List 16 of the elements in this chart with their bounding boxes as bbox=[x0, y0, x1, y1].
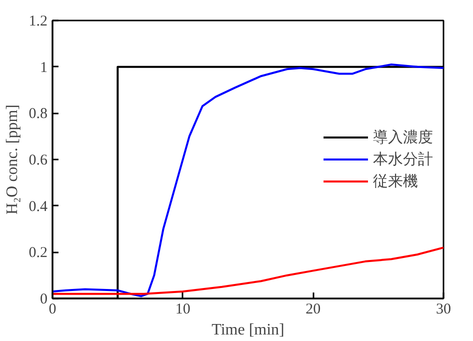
y-tick-label: 0.6 bbox=[28, 152, 48, 168]
line-series bbox=[52, 246, 444, 295]
x-axis-title: Time [min] bbox=[212, 322, 284, 338]
x-tick-label: 10 bbox=[175, 302, 190, 318]
y-tick-label: 0.8 bbox=[28, 106, 48, 122]
y-tick-label: 1.2 bbox=[28, 14, 48, 30]
legend-label: 従来機 bbox=[373, 172, 418, 190]
y-tick-label: 0.2 bbox=[28, 245, 48, 262]
x-tick-label: 30 bbox=[436, 302, 451, 318]
y-tick-label: 0.4 bbox=[28, 198, 48, 215]
y-tick-label: 1 bbox=[40, 60, 48, 76]
legend-label: 本水分計 bbox=[373, 150, 433, 168]
y-axis-title: H₂O conc. [ppm] bbox=[4, 104, 21, 214]
y-tick-label: 0 bbox=[40, 292, 48, 308]
legend-label: 導入濃度 bbox=[373, 128, 433, 146]
x-tick-label: 20 bbox=[306, 302, 321, 318]
